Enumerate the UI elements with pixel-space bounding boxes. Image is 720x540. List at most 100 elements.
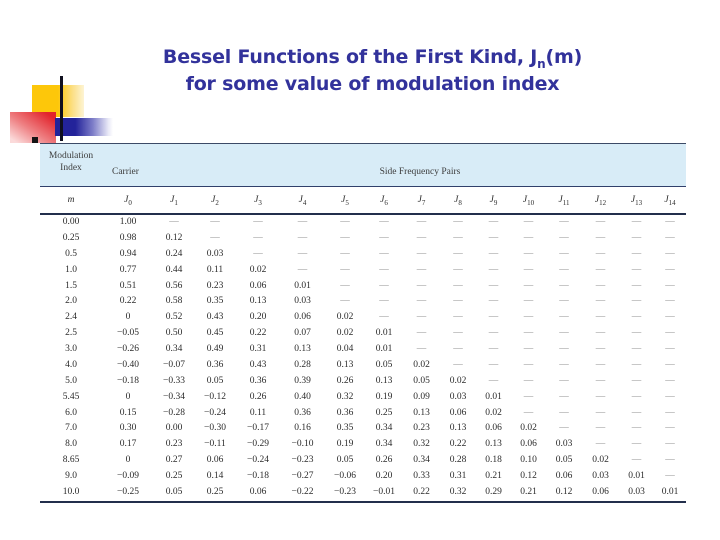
- bessel-value-cell: 0.06: [206, 455, 224, 466]
- bessel-value-cell: —: [523, 280, 534, 291]
- bessel-value-cell: —: [523, 296, 534, 307]
- bessel-value-cell: —: [559, 264, 569, 275]
- bessel-value-cell: 0.39: [294, 375, 311, 386]
- bessel-value-cell: 0.28: [449, 455, 467, 466]
- bessel-value-cell: 0.05: [555, 455, 573, 466]
- bessel-value-cell: 0.13: [485, 439, 502, 450]
- bessel-value-cell: 0.05: [375, 359, 393, 370]
- bessel-value-cell: 0.04: [336, 344, 354, 354]
- bessel-value-cell: −0.34: [163, 391, 185, 402]
- bessel-value-cell: —: [631, 232, 642, 243]
- bessel-value-cell: 0.22: [449, 439, 467, 450]
- bessel-value-cell: —: [595, 296, 606, 307]
- modulation-index-cell: 0.25: [62, 232, 80, 243]
- bessel-value-cell: —: [665, 280, 675, 291]
- modulation-index-cell: 0.5: [65, 248, 77, 259]
- bessel-value-cell: —: [297, 217, 308, 227]
- bessel-value-cell: —: [488, 296, 499, 307]
- bessel-value-cell: —: [595, 312, 606, 323]
- bessel-value-cell: 0.10: [520, 455, 537, 466]
- bessel-value-cell: —: [416, 312, 427, 323]
- modulation-header-line1: Modulation: [48, 151, 94, 161]
- slide-corner-decoration: [0, 0, 130, 160]
- bessel-value-cell: 0.01: [485, 391, 502, 402]
- bessel-value-cell: 0.22: [119, 296, 137, 307]
- title-line1-post: (m): [545, 46, 583, 68]
- bessel-value-cell: −0.09: [117, 471, 139, 481]
- bessel-value-cell: 0.11: [249, 407, 267, 418]
- bessel-value-cell: 0.77: [119, 264, 137, 275]
- bessel-value-cell: —: [595, 439, 606, 450]
- bessel-value-cell: —: [379, 264, 389, 275]
- bessel-value-cell: —: [253, 248, 263, 259]
- bessel-value-cell: —: [488, 264, 499, 275]
- bessel-value-cell: —: [523, 391, 534, 402]
- bessel-value-cell: —: [523, 359, 534, 370]
- bessel-value-cell: —: [379, 248, 389, 259]
- bessel-value-cell: 0.01: [294, 280, 311, 291]
- bessel-value-cell: —: [523, 328, 534, 339]
- bessel-value-cell: —: [379, 217, 389, 227]
- table-row: 1.0 0.77 0.44 0.11 0.02 — — — — — — — — — — —: [40, 263, 686, 279]
- bessel-value-cell: —: [416, 344, 427, 354]
- bessel-value-cell: −0.18: [247, 471, 269, 481]
- modulation-index-cell: 0.00: [62, 217, 80, 227]
- bessel-value-cell: —: [340, 248, 350, 259]
- bessel-value-cell: —: [523, 248, 534, 259]
- bessel-value-cell: —: [453, 344, 463, 354]
- bessel-value-cell: 0.32: [336, 391, 354, 402]
- bessel-value-cell: —: [631, 312, 642, 323]
- bessel-value-cell: 0.06: [249, 280, 267, 291]
- bessel-value-cell: —: [631, 248, 642, 259]
- bessel-value-cell: 0.32: [413, 439, 430, 450]
- bessel-value-cell: 0.02: [336, 328, 354, 339]
- bessel-value-cell: 0.50: [165, 328, 183, 339]
- bessel-value-cell: —: [523, 217, 534, 227]
- bessel-value-cell: —: [453, 280, 463, 291]
- bessel-value-cell: —: [631, 455, 642, 466]
- bessel-value-cell: —: [416, 328, 427, 339]
- bessel-value-cell: 0.03: [294, 296, 311, 307]
- bessel-value-cell: —: [595, 391, 606, 402]
- bessel-value-cell: —: [559, 217, 569, 227]
- bessel-value-cell: 0.31: [249, 344, 267, 354]
- bessel-value-cell: —: [488, 232, 499, 243]
- side-frequency-pairs-header: Side Frequency Pairs: [379, 167, 461, 177]
- bessel-value-cell: 0.49: [206, 344, 224, 354]
- bessel-value-cell: —: [453, 217, 463, 227]
- bessel-value-cell: 0.23: [413, 423, 430, 434]
- bessel-value-cell: 0.03: [449, 391, 467, 402]
- bessel-value-cell: —: [453, 296, 463, 307]
- bessel-value-cell: 0.13: [449, 423, 467, 434]
- bessel-value-cell: 0.06: [249, 486, 267, 497]
- bessel-value-cell: —: [559, 391, 569, 402]
- modulation-index-cell: 3.0: [65, 344, 77, 354]
- bessel-value-cell: —: [340, 280, 350, 291]
- bessel-value-cell: —: [453, 248, 463, 259]
- bessel-value-cell: —: [416, 217, 427, 227]
- bessel-value-cell: −0.30: [204, 423, 226, 434]
- column-header-j14: J14: [664, 195, 676, 207]
- bessel-value-cell: 0.00: [165, 423, 183, 434]
- title-line1-pre: Bessel Functions of the First Kind, J: [162, 46, 538, 68]
- bessel-value-cell: 0.23: [206, 280, 224, 291]
- bessel-value-cell: 0.11: [206, 264, 224, 275]
- bessel-value-cell: 0.05: [336, 455, 354, 466]
- bessel-value-cell: 0.21: [485, 471, 502, 481]
- bessel-value-cell: 0.34: [413, 455, 430, 466]
- bessel-value-cell: —: [379, 232, 389, 243]
- modulation-index-cell: 2.5: [65, 328, 77, 339]
- bessel-value-cell: 0: [125, 455, 131, 466]
- bessel-value-cell: 0.18: [485, 455, 502, 466]
- bessel-value-cell: 0.20: [375, 471, 393, 481]
- bessel-value-cell: −0.33: [163, 375, 185, 386]
- bessel-value-cell: 0.01: [661, 486, 679, 497]
- bessel-value-cell: —: [523, 344, 534, 354]
- bessel-value-cell: —: [595, 359, 606, 370]
- bessel-value-cell: —: [665, 391, 675, 402]
- bessel-value-cell: 0.07: [294, 328, 311, 339]
- bessel-value-cell: —: [559, 232, 569, 243]
- bessel-value-cell: —: [340, 264, 350, 275]
- bessel-value-cell: —: [665, 471, 675, 481]
- table-row: 5.45 0 −0.34 −0.12 0.26 0.40 0.32 0.19 0.09 0.03 0…: [40, 390, 686, 406]
